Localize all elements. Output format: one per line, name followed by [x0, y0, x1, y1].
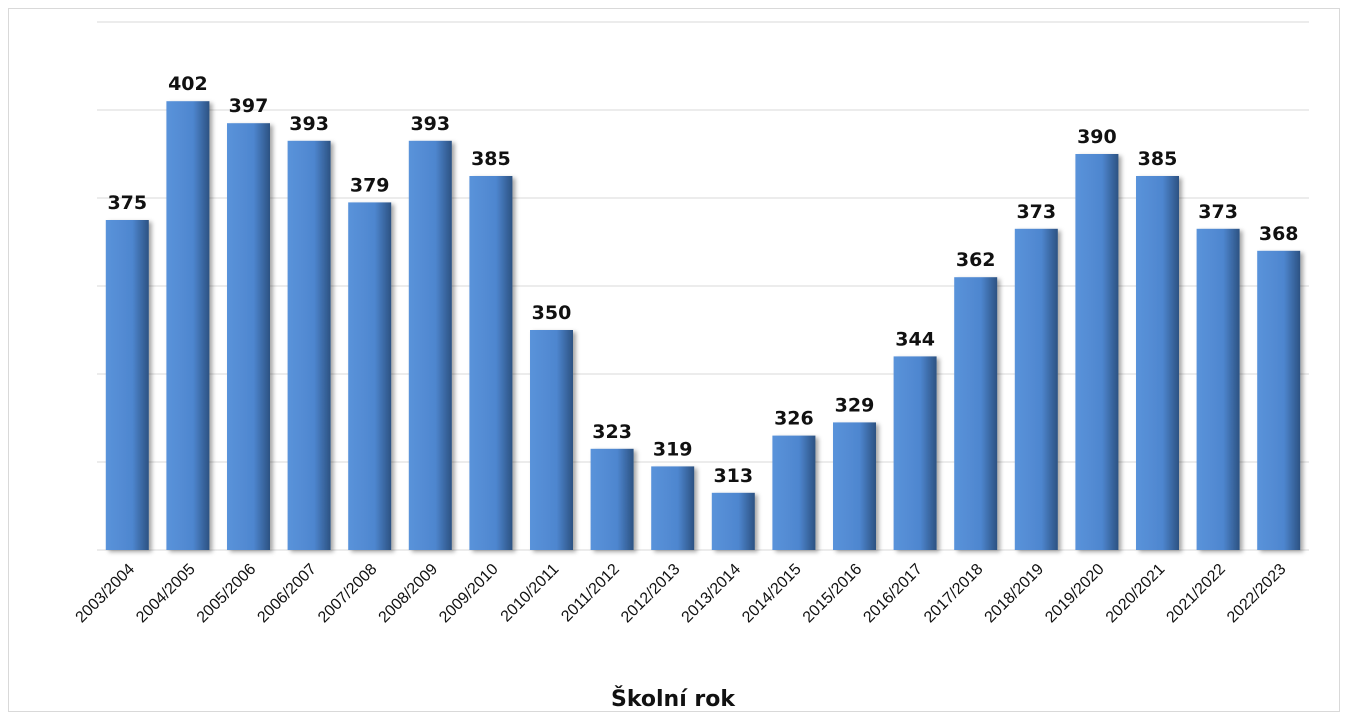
data-label: 323	[592, 421, 632, 443]
data-label: 362	[956, 249, 996, 271]
data-label: 385	[1138, 148, 1178, 170]
data-label: 329	[835, 394, 875, 416]
bar-2015-2016	[833, 422, 876, 550]
data-label: 393	[289, 113, 329, 135]
x-tick-label: 2017/2018	[921, 561, 987, 627]
x-tick-label: 2010/2011	[498, 561, 563, 626]
chart-frame: 375 402 397 393 379 393 385 350 323 319 313 326 329 3…	[8, 8, 1340, 712]
x-tick-label: 2013/2014	[679, 561, 745, 627]
data-label: 368	[1259, 223, 1299, 245]
bar-2011-2012	[590, 448, 634, 550]
x-tick-label: 2007/2008	[315, 561, 381, 627]
gridlines	[97, 21, 1309, 551]
bar-chart: 375 402 397 393 379 393 385 350 323 319 313 326 329 3…	[73, 21, 1309, 712]
bar-2020-2021	[1136, 176, 1179, 550]
bar-2018-2019	[1014, 228, 1058, 551]
data-label: 385	[471, 148, 511, 170]
data-label: 326	[774, 408, 814, 430]
data-label: 350	[532, 302, 572, 324]
bar-2019-2020	[1075, 154, 1119, 550]
x-tick-label: 2012/2013	[618, 561, 684, 627]
bar-2010-2011	[530, 330, 573, 550]
bar-2006-2007	[287, 140, 331, 551]
x-tick-label: 2008/2009	[376, 561, 442, 627]
x-tick-label: 2004/2005	[133, 561, 199, 627]
x-tick-label: 2014/2015	[739, 561, 805, 627]
data-label: 373	[1016, 201, 1056, 223]
bars	[105, 101, 1301, 551]
x-tick-label: 2015/2016	[800, 561, 866, 627]
x-tick-label: 2018/2019	[982, 561, 1048, 627]
x-tick-label: 2019/2020	[1042, 561, 1108, 627]
bar-2007-2008	[348, 202, 392, 550]
data-label: 319	[653, 438, 693, 460]
bar-2022-2023	[1257, 250, 1301, 551]
bar-2014-2015	[772, 435, 816, 550]
bar-2016-2017	[893, 356, 937, 550]
x-tick-label: 2003/2004	[73, 561, 139, 627]
data-label: 393	[410, 113, 450, 135]
data-label: 379	[350, 174, 390, 196]
data-label: 373	[1198, 201, 1238, 223]
bar-2012-2013	[651, 466, 695, 550]
x-tick-label: 2022/2023	[1224, 561, 1290, 627]
bar-2009-2010	[469, 176, 513, 550]
bar-2021-2022	[1196, 228, 1240, 551]
data-label: 390	[1077, 126, 1117, 148]
x-tick-label: 2005/2006	[194, 561, 260, 627]
x-tick-label: 2009/2010	[436, 561, 502, 627]
x-tick-label: 2020/2021	[1103, 561, 1169, 627]
x-tick-label: 2021/2022	[1163, 561, 1229, 627]
data-label: 375	[107, 192, 147, 214]
x-axis-tick-labels: 2003/20042004/20052005/20062006/20072007…	[73, 561, 1290, 627]
bar-2017-2018	[954, 277, 998, 550]
x-axis-title: Školní rok	[611, 686, 736, 712]
bar-2005-2006	[227, 123, 270, 550]
data-label: 397	[229, 95, 269, 117]
x-tick-label: 2016/2017	[860, 561, 926, 627]
bar-2003-2004	[105, 220, 149, 550]
bar-2004-2005	[166, 101, 210, 550]
x-tick-label: 2011/2012	[558, 561, 623, 626]
data-label: 344	[895, 328, 935, 350]
value-labels: 375 402 397 393 379 393 385 350 323 319 313 326 329 3…	[107, 73, 1298, 487]
data-label: 313	[713, 465, 753, 487]
bar-2008-2009	[408, 140, 452, 551]
bar-2013-2014	[711, 492, 755, 550]
x-tick-label: 2006/2007	[254, 561, 320, 627]
data-label: 402	[168, 73, 208, 95]
